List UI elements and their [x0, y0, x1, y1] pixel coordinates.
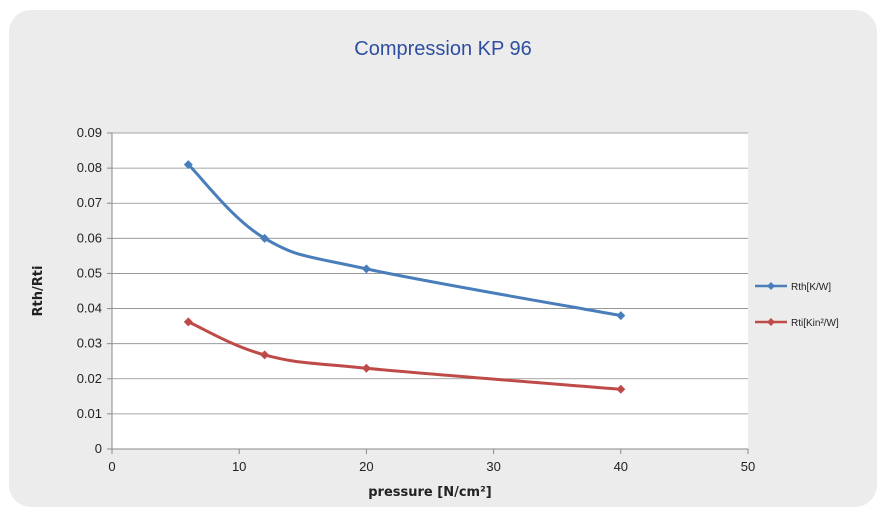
chart-title: Compression KP 96 [354, 38, 532, 60]
legend-swatch-marker [767, 282, 775, 290]
y-tick-label: 0.08 [77, 160, 102, 175]
x-tick-label: 50 [741, 459, 755, 474]
series-layer [183, 160, 626, 394]
y-tick-label: 0 [95, 441, 102, 456]
y-axis-title: Rth/Rti [31, 266, 46, 317]
data-point [260, 350, 270, 360]
y-tick-label: 0.01 [77, 406, 102, 421]
x-tick-label: 30 [486, 459, 500, 474]
axes [107, 132, 749, 454]
data-point [361, 264, 371, 274]
legend-label: Rti[Kin²/W] [791, 318, 839, 329]
x-axis-title: pressure [N/cm²] [368, 485, 491, 500]
y-tick-label: 0.07 [77, 195, 102, 210]
data-point [616, 384, 626, 394]
legend: Rth[K/W] Rti[Kin²/W] [755, 282, 839, 329]
x-tick-label: 10 [232, 459, 246, 474]
plot-area [112, 133, 748, 449]
y-tick-label: 0.03 [77, 336, 102, 351]
x-tick-label: 20 [359, 459, 373, 474]
x-tick-label: 0 [108, 459, 115, 474]
data-point [361, 363, 371, 373]
x-tick-labels: 0 10 20 30 40 50 [108, 459, 755, 474]
y-tick-label: 0.02 [77, 371, 102, 386]
x-tick-label: 40 [614, 459, 628, 474]
y-tick-label: 0.05 [77, 265, 102, 280]
grid-lines [112, 132, 748, 415]
y-tick-labels: 0 0.01 0.02 0.03 0.04 0.05 0.06 0.07 0.08 0.09 [77, 125, 102, 456]
data-point [183, 317, 193, 327]
legend-swatch-marker [767, 318, 775, 326]
data-point [183, 160, 193, 170]
y-tick-label: 0.06 [77, 230, 102, 245]
y-tick-label: 0.04 [77, 301, 102, 316]
series-line [187, 163, 622, 318]
legend-label: Rth[K/W] [791, 282, 831, 293]
series-line [187, 320, 621, 391]
data-point [260, 233, 270, 243]
y-tick-label: 0.09 [77, 125, 102, 140]
data-point [616, 311, 626, 321]
